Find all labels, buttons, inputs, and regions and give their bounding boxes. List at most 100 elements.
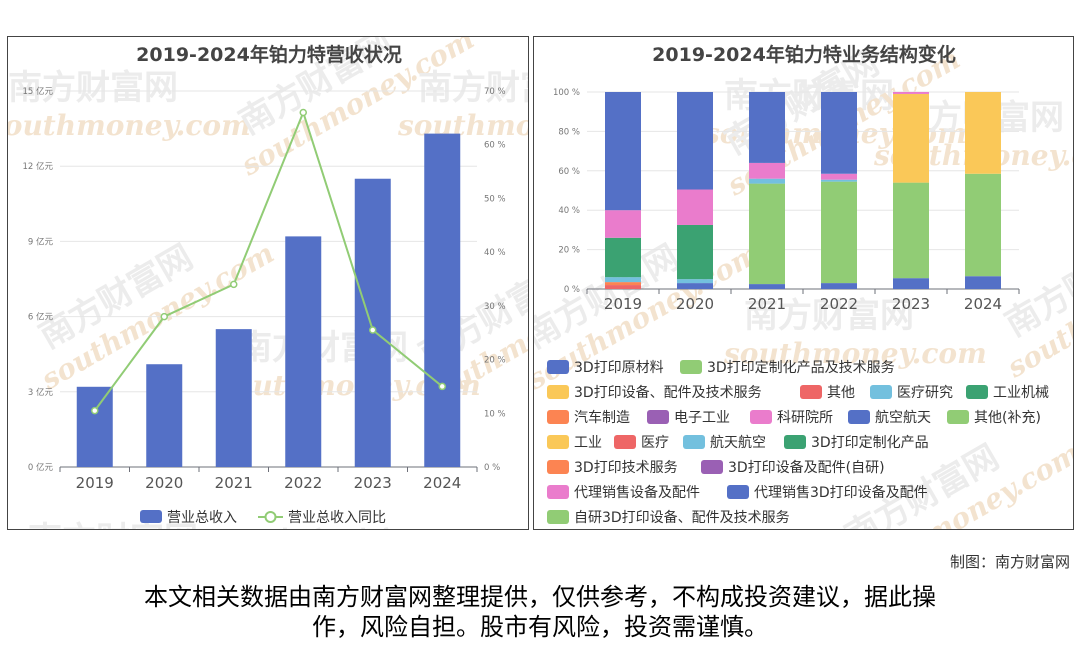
legend-swatch (683, 435, 705, 449)
y-tick-label: 6 亿元 (28, 312, 54, 323)
legend-label: 其他(补充) (974, 410, 1041, 426)
stacked-bar-segment[interactable] (605, 210, 641, 238)
stacked-bar-segment[interactable] (893, 93, 929, 183)
line-point[interactable] (160, 312, 168, 321)
stacked-bar-segment[interactable] (605, 282, 641, 286)
stacked-bar-segment[interactable] (677, 224, 713, 280)
legend-swatch (547, 460, 569, 474)
x-tick-label: 2022 (820, 295, 858, 313)
legend-label: 航空航天 (875, 410, 931, 426)
stacked-bar-segment[interactable] (677, 189, 713, 225)
legend-label: 汽车制造 (574, 409, 630, 426)
line-point[interactable] (369, 326, 377, 334)
line-point[interactable] (438, 382, 446, 391)
legend-label: 代理销售设备及配件 (574, 484, 700, 501)
legend-label: 3D打印定制化产品及技术服务 (707, 359, 895, 376)
stacked-bar-segment[interactable] (749, 183, 785, 285)
legend-label: 3D打印技术服务 (574, 459, 678, 476)
legend-label: 3D打印设备及配件(自研) (728, 459, 885, 476)
stacked-bar-segment[interactable] (677, 279, 713, 284)
legend-label: 3D打印原材料 (574, 359, 664, 376)
watermark-logo-text: 南方财富网 (8, 68, 178, 108)
legend-swatch (784, 435, 806, 449)
y-tick-label: 60 % (558, 167, 580, 177)
legend-swatch (547, 435, 569, 449)
stacked-bar-segment[interactable] (605, 237, 641, 278)
stacked-bar-segment[interactable] (605, 277, 641, 283)
bar[interactable] (424, 133, 461, 467)
bar[interactable] (146, 364, 183, 467)
legend-swatch (870, 385, 892, 399)
chart-title: 2019-2024年铂力特业务结构变化 (652, 43, 956, 66)
legend-swatch (701, 460, 723, 474)
legend-swatch (680, 360, 702, 374)
stacked-bar-segment[interactable] (677, 92, 713, 190)
legend-swatch (264, 511, 277, 523)
y2-tick-label: 30 % (484, 302, 506, 312)
x-tick-label: 2022 (284, 474, 322, 492)
stacked-bar-segment[interactable] (821, 283, 857, 289)
y-tick-label: 20 % (558, 246, 580, 256)
line-series (93, 109, 443, 412)
stacked-bar-segment[interactable] (893, 278, 929, 289)
stacked-bar-segment[interactable] (821, 92, 857, 174)
legend-swatch (647, 410, 669, 424)
stacked-bar-segment[interactable] (749, 284, 785, 289)
disclaimer-line-2: 作，风险自担。股市有风险，投资需谨慎。 (312, 613, 768, 641)
stacked-bar-segment[interactable] (821, 179, 857, 182)
stacked-bar-segment[interactable] (749, 92, 785, 163)
legend-label: 自研3D打印设备、配件及技术服务 (574, 509, 790, 526)
chart-credit: 制图：南方财富网 (949, 553, 1070, 571)
legend-label: 医疗 (641, 435, 669, 451)
legend-swatch (547, 485, 569, 499)
legend-swatch (848, 410, 870, 424)
x-tick-label: 2023 (892, 295, 930, 313)
chart-title: 2019-2024年铂力特营收状况 (136, 43, 402, 66)
line-point[interactable] (91, 406, 99, 415)
business-structure-chart-panel: 南方财富网southmoney.com南方财富网southmoney.com南方… (533, 36, 1074, 530)
x-tick-label: 2024 (964, 295, 1002, 313)
stacked-bar-segment[interactable] (749, 178, 785, 184)
line-point[interactable] (230, 280, 238, 289)
stacked-bar-segment[interactable] (605, 285, 641, 289)
stacked-bar-segment[interactable] (965, 173, 1001, 277)
stacked-bar-segment[interactable] (749, 162, 785, 179)
legend-label: 工业机械 (993, 385, 1049, 401)
legend-swatch (800, 385, 822, 399)
watermark-logo-text: 南方财富网 (744, 296, 914, 336)
y-tick-label: 3 亿元 (28, 387, 54, 398)
line-point[interactable] (299, 108, 307, 117)
business-structure-chart: 南方财富网southmoney.com南方财富网southmoney.com南方… (534, 42, 1073, 529)
bar[interactable] (354, 178, 391, 467)
stacked-bar-segment[interactable] (605, 92, 641, 211)
legend-label: 3D打印定制化产品 (811, 434, 929, 451)
x-tick-label: 2019 (76, 474, 114, 492)
stacked-bar-segment[interactable] (677, 283, 713, 289)
legend-label: 工业 (574, 435, 602, 451)
legend-swatch (966, 385, 988, 399)
legend-label: 代理销售3D打印设备及配件 (754, 484, 928, 501)
legend-swatch (750, 410, 772, 424)
stacked-bar-segment[interactable] (893, 92, 929, 94)
watermark-logo-text: southmoney.com (397, 109, 529, 142)
stacked-bar-segment[interactable] (821, 173, 857, 180)
watermark-logo-text: southmoney.com (8, 109, 251, 142)
legend-swatch (547, 385, 569, 399)
legend-label: 医疗研究 (897, 385, 953, 401)
bar[interactable] (215, 329, 252, 467)
revenue-chart: 南方财富网southmoney.com南方财富网southmoney.com南方… (8, 37, 529, 530)
watermark-logo-text: southmoney.com (723, 337, 987, 370)
y-tick-label: 0 % (564, 285, 580, 295)
bar[interactable] (285, 236, 322, 467)
legend-label: 电子工业 (674, 410, 730, 426)
y2-tick-label: 10 % (484, 409, 506, 419)
legend-label: 科研院所 (777, 410, 833, 426)
legend-swatch (947, 410, 969, 424)
stacked-bar-segment[interactable] (965, 92, 1001, 174)
stacked-bar-segment[interactable] (893, 182, 929, 279)
stacked-bar-segment[interactable] (821, 181, 857, 284)
y2-tick-label: 0 % (484, 463, 500, 473)
bar[interactable] (76, 386, 113, 467)
watermark-logo-text: 南方财富网 (28, 520, 198, 530)
stacked-bar-segment[interactable] (965, 276, 1001, 289)
